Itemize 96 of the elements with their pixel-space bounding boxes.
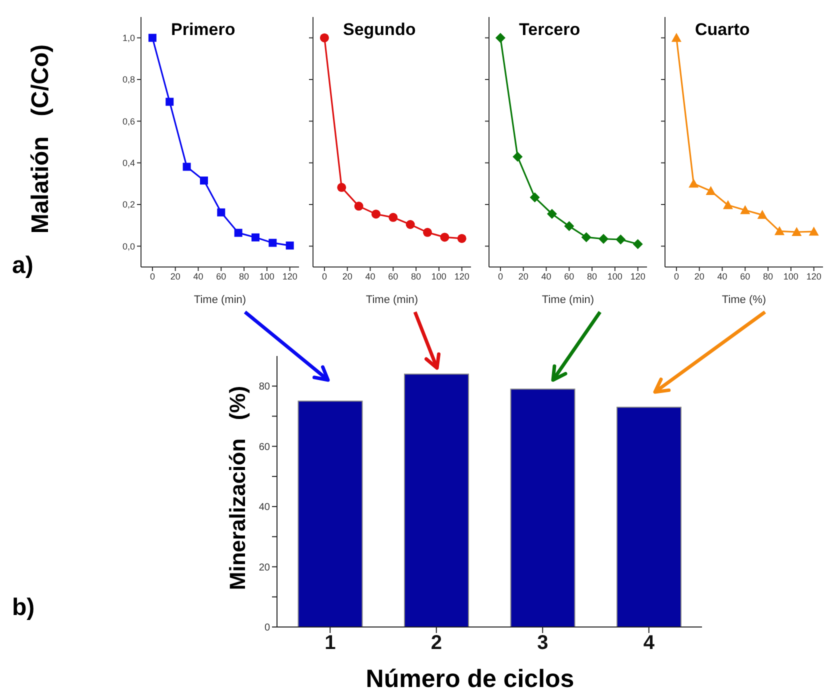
y-tick-label: 0,6 [122,116,135,126]
point [406,220,415,229]
y-tick-label: 0,2 [122,200,135,210]
x-axis-title: Time (min) [542,294,594,306]
x-tick-label: 80 [763,271,774,282]
point [757,210,768,219]
x-tick-label: 60 [216,271,226,282]
x-tick-label: 20 [170,271,180,282]
point [792,227,802,236]
x-tick-label: 80 [411,271,422,282]
point [688,178,699,188]
point [182,162,191,171]
bar [404,374,469,627]
x-tick-label: 40 [193,271,204,282]
x-tick-label: 80 [239,271,250,282]
point [268,238,277,247]
y-tick-label: 0,8 [122,74,135,85]
chart-title: Cuarto [695,20,750,40]
chart-title: Segundo [343,20,416,40]
x-tick-label: 120 [630,271,646,282]
x-tick-label: 4 [643,632,656,654]
point [722,200,733,210]
point [457,234,466,243]
y-tick-label: 0 [264,622,270,634]
x-tick-label: 100 [783,271,798,282]
point [234,228,242,237]
x-tick-label: 20 [342,271,352,282]
bar [298,400,363,627]
y-axis-title: Malatión (C/Co) [27,44,54,234]
chart-title: Primero [171,20,236,40]
x-tick-label: 120 [806,271,822,282]
y-tick-label: 0,4 [122,158,135,168]
x-tick-label: 1 [324,632,336,654]
point [320,33,329,42]
point [616,234,626,244]
y-tick-label: 20 [258,562,270,574]
x-tick-label: 60 [740,271,750,282]
point [495,32,506,43]
x-tick-label: 40 [717,271,728,282]
point [148,34,156,42]
x-tick-label: 40 [541,271,552,282]
bar [616,406,682,627]
x-axis-title: Número de ciclos [364,665,576,694]
point [632,239,643,250]
point [286,242,294,250]
x-tick-label: 0 [150,271,155,282]
text: a) [12,252,34,280]
point [706,186,716,195]
x-tick-label: 120 [454,271,470,282]
y-tick-label: 1,0 [122,33,135,44]
point [166,98,174,106]
text: b) [12,594,35,622]
point [251,233,260,242]
point [546,208,557,219]
x-axis-title: Time (min) [366,294,418,306]
chart-title: Tercero [519,20,580,40]
point [354,202,364,211]
x-axis-title: Time (min) [194,294,246,306]
x-tick-label: 2 [430,632,442,654]
point [530,192,540,202]
point [337,182,346,192]
y-axis-title: Mineralización (%) [225,384,251,592]
x-tick-label: 100 [607,271,622,282]
point [512,152,523,162]
point [808,226,819,236]
point [564,221,574,232]
y-tick-label: 60 [258,442,270,453]
point [388,212,398,222]
point [774,226,784,236]
x-tick-label: 0 [498,271,503,282]
y-tick-label: 40 [258,502,270,514]
x-axis-title: Time (%) [722,294,766,306]
x-tick-label: 100 [259,271,274,282]
point [740,205,750,214]
x-tick-label: 20 [518,271,528,282]
x-tick-label: 60 [564,271,574,282]
bar [510,388,576,627]
point [422,228,432,237]
x-tick-label: 20 [694,271,704,282]
y-tick-label: 80 [258,382,270,393]
x-tick-label: 120 [282,271,298,282]
point [671,32,682,42]
x-tick-label: 80 [587,271,598,282]
x-tick-label: 3 [537,632,548,654]
point [371,210,380,219]
x-tick-label: 0 [674,271,679,282]
x-tick-label: 0 [322,271,327,282]
point [598,234,608,244]
x-tick-label: 60 [388,271,398,282]
point [200,176,208,185]
point [581,232,592,242]
y-tick-label: 0,0 [122,241,135,252]
point [217,208,226,216]
x-tick-label: 40 [365,271,376,282]
point [440,232,450,242]
x-tick-label: 100 [431,271,446,282]
